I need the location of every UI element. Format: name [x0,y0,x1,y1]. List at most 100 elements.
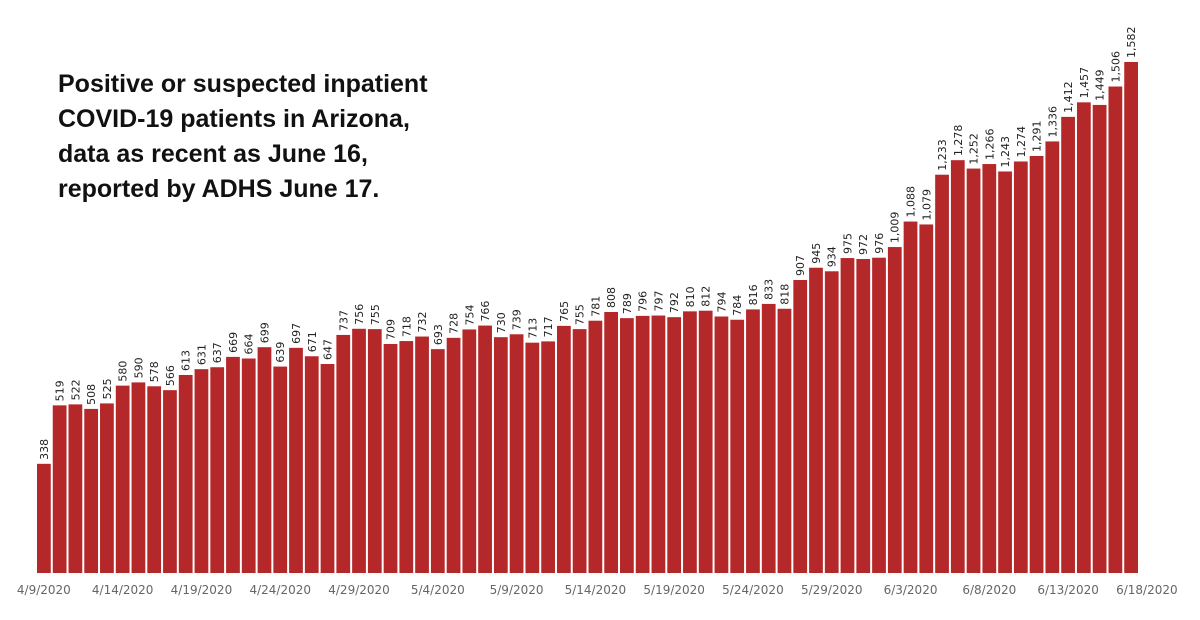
bar [1061,116,1075,573]
bar-value-label: 784 [731,295,744,316]
bar-value-label: 781 [589,296,602,317]
bar-value-label: 718 [400,316,413,337]
bar-value-label: 1,278 [952,125,965,157]
bar [493,337,508,573]
bar-value-label: 833 [763,279,776,300]
bar-value-label: 613 [180,350,193,371]
bar [446,337,461,573]
x-tick-label: 6/3/2020 [884,583,938,597]
bar-value-label: 755 [574,304,587,325]
bar-value-label: 1,582 [1125,26,1138,58]
bar-value-label: 525 [101,378,114,399]
bar [714,316,729,573]
bar [210,367,225,573]
x-tick-label: 5/9/2020 [490,583,544,597]
bar [178,374,193,573]
bar [257,347,272,573]
bar [509,334,524,573]
bar-value-label: 580 [117,361,130,382]
bar-value-label: 812 [700,286,713,307]
bar-value-label: 796 [637,291,650,312]
bar-value-label: 1,252 [968,133,981,165]
bar-value-label: 934 [826,246,839,267]
bar-value-label: 508 [85,384,98,405]
bar [556,325,571,573]
bar [998,171,1012,573]
chart-title-line-3: data as recent as June 16, [58,140,368,168]
bar-value-label: 907 [794,255,807,276]
bar-value-label: 1,009 [889,212,902,244]
bar-value-label: 671 [306,331,319,352]
bar [966,168,981,573]
bar [304,356,319,573]
bar [919,224,934,573]
bar [935,174,949,573]
x-tick-label: 5/19/2020 [643,583,705,597]
bar [809,267,823,573]
bar [320,364,335,573]
bar-value-label: 1,243 [999,136,1012,168]
x-tick-label: 4/19/2020 [171,583,233,597]
bar [37,463,51,573]
bar [1092,104,1107,574]
bar-value-label: 732 [416,312,429,333]
bar [588,320,603,573]
bar-value-label: 792 [668,292,681,313]
bar-value-label: 697 [290,323,303,344]
x-axis-ticks: 4/9/2020 4/14/2020 4/19/2020 4/24/2020 4/29/… [17,583,1178,597]
bar-value-label: 1,457 [1078,67,1091,99]
bar [100,403,114,573]
bar-value-label: 945 [810,243,823,264]
bar-value-label: 1,233 [936,139,949,171]
bar [541,341,555,573]
bar [730,319,745,573]
bar [683,311,697,573]
bar-value-label: 766 [479,301,492,322]
bar [1045,141,1060,573]
bar [903,221,918,574]
bar [415,336,429,573]
bar-value-label: 669 [227,332,240,353]
bar-value-label: 1,274 [1015,126,1028,158]
x-tick-label: 5/14/2020 [565,583,627,597]
bar-value-label: 717 [542,316,555,337]
bar-value-label: 972 [857,234,870,255]
bar-value-label: 789 [621,293,634,314]
bar [289,347,303,573]
bar [194,369,209,573]
x-tick-label: 4/29/2020 [328,583,390,597]
bar [635,315,650,573]
bar-value-label: 1,449 [1094,69,1107,101]
x-tick-label: 4/24/2020 [249,583,311,597]
bar-value-label: 794 [715,292,728,313]
bar [620,318,634,573]
bar-value-label: 664 [243,334,256,355]
bar-value-label: 631 [195,344,208,365]
bar [856,259,871,573]
bar [950,160,965,574]
bar-value-label: 816 [747,284,760,305]
bar [52,405,67,573]
bar [1124,61,1138,573]
x-tick-label: 4/9/2020 [17,583,71,597]
bar [273,366,288,573]
bar [241,358,256,573]
x-tick-label: 6/13/2020 [1037,583,1099,597]
bar [840,258,855,573]
bar-value-label: 522 [69,379,82,400]
bar-value-label: 975 [841,233,854,254]
bar-value-label: 739 [511,309,524,330]
bar-value-label: 713 [526,318,539,339]
bar-value-label: 976 [873,233,886,254]
bar [462,329,477,573]
bar-value-label: 647 [322,339,335,360]
bar-value-label: 1,506 [1109,51,1122,83]
bar [572,329,587,573]
bar [824,271,839,573]
bar [1108,86,1123,574]
x-tick-label: 6/8/2020 [962,583,1016,597]
bar [115,385,130,573]
bar [667,317,682,573]
bar [352,328,366,573]
